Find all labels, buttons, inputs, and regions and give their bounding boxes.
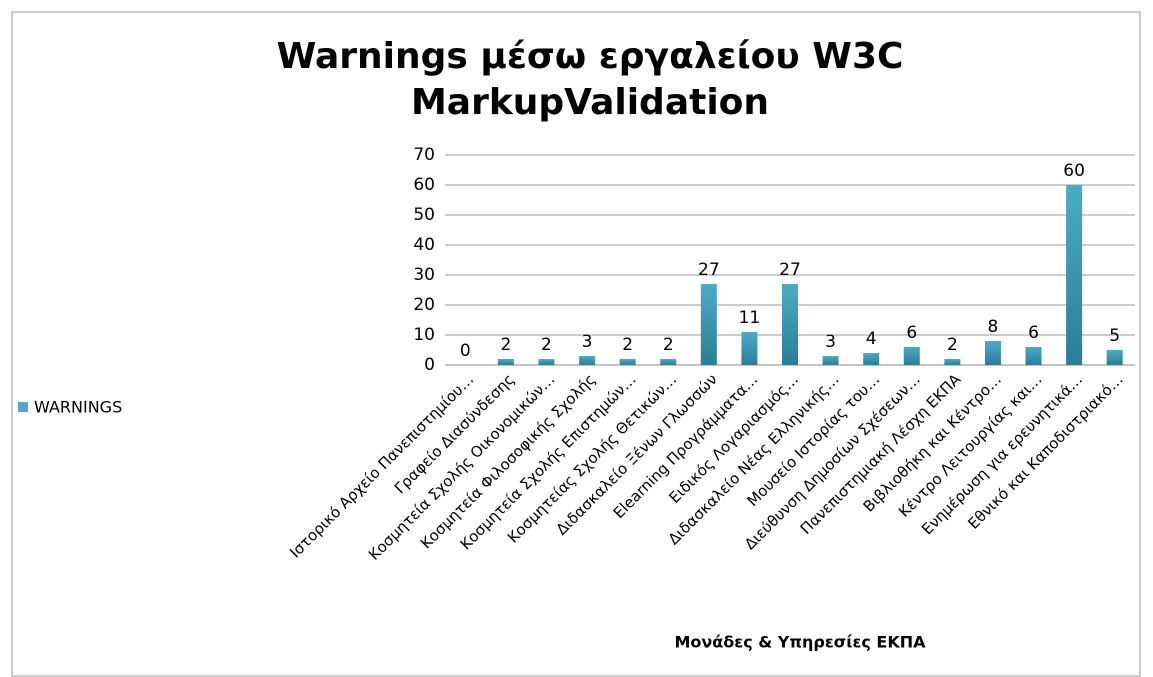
value-label: 60 [1063,161,1085,181]
value-label: 4 [866,329,877,349]
chart-frame [11,11,1141,677]
bar [944,359,961,365]
chart-title: Warnings μέσω εργαλείου W3C MarkupValida… [276,36,904,123]
value-label: 27 [779,260,801,280]
value-label: 3 [582,332,593,352]
y-tick-label: 60 [413,175,435,195]
bar [700,284,717,365]
value-label: 27 [698,260,720,280]
bar [619,359,636,365]
value-label: 8 [988,317,999,337]
bar [782,284,798,365]
value-label: 2 [947,335,958,355]
value-label: 2 [663,335,674,355]
bar [497,359,514,365]
value-label: 3 [825,332,836,352]
value-label: 0 [460,341,471,361]
value-label: 6 [1028,323,1039,343]
bar [822,356,839,365]
legend-swatch [18,402,28,412]
bar [579,356,596,365]
bar [863,353,880,365]
y-tick-label: 20 [413,295,435,315]
bar [1025,347,1042,365]
value-label: 2 [500,335,511,355]
value-label: 5 [1109,326,1120,346]
y-tick-label: 10 [413,325,435,345]
value-label: 2 [541,335,552,355]
y-tick-label: 50 [413,205,435,225]
bar [660,359,677,365]
value-label: 11 [739,308,761,328]
y-tick-label: 40 [413,235,435,255]
y-tick-label: 70 [413,145,435,165]
value-label: 6 [906,323,917,343]
bar [984,341,1001,365]
bar [538,359,555,365]
value-label: 2 [622,335,633,355]
legend-label: WARNINGS [34,398,122,417]
y-tick-label: 30 [413,265,435,285]
y-tick-label: 0 [424,355,435,375]
x-axis-title: Μονάδες & Υπηρεσίες ΕΚΠΑ [674,633,926,652]
bar [1066,185,1083,365]
bar [741,332,758,365]
bar [903,347,920,365]
bar [1106,350,1123,365]
